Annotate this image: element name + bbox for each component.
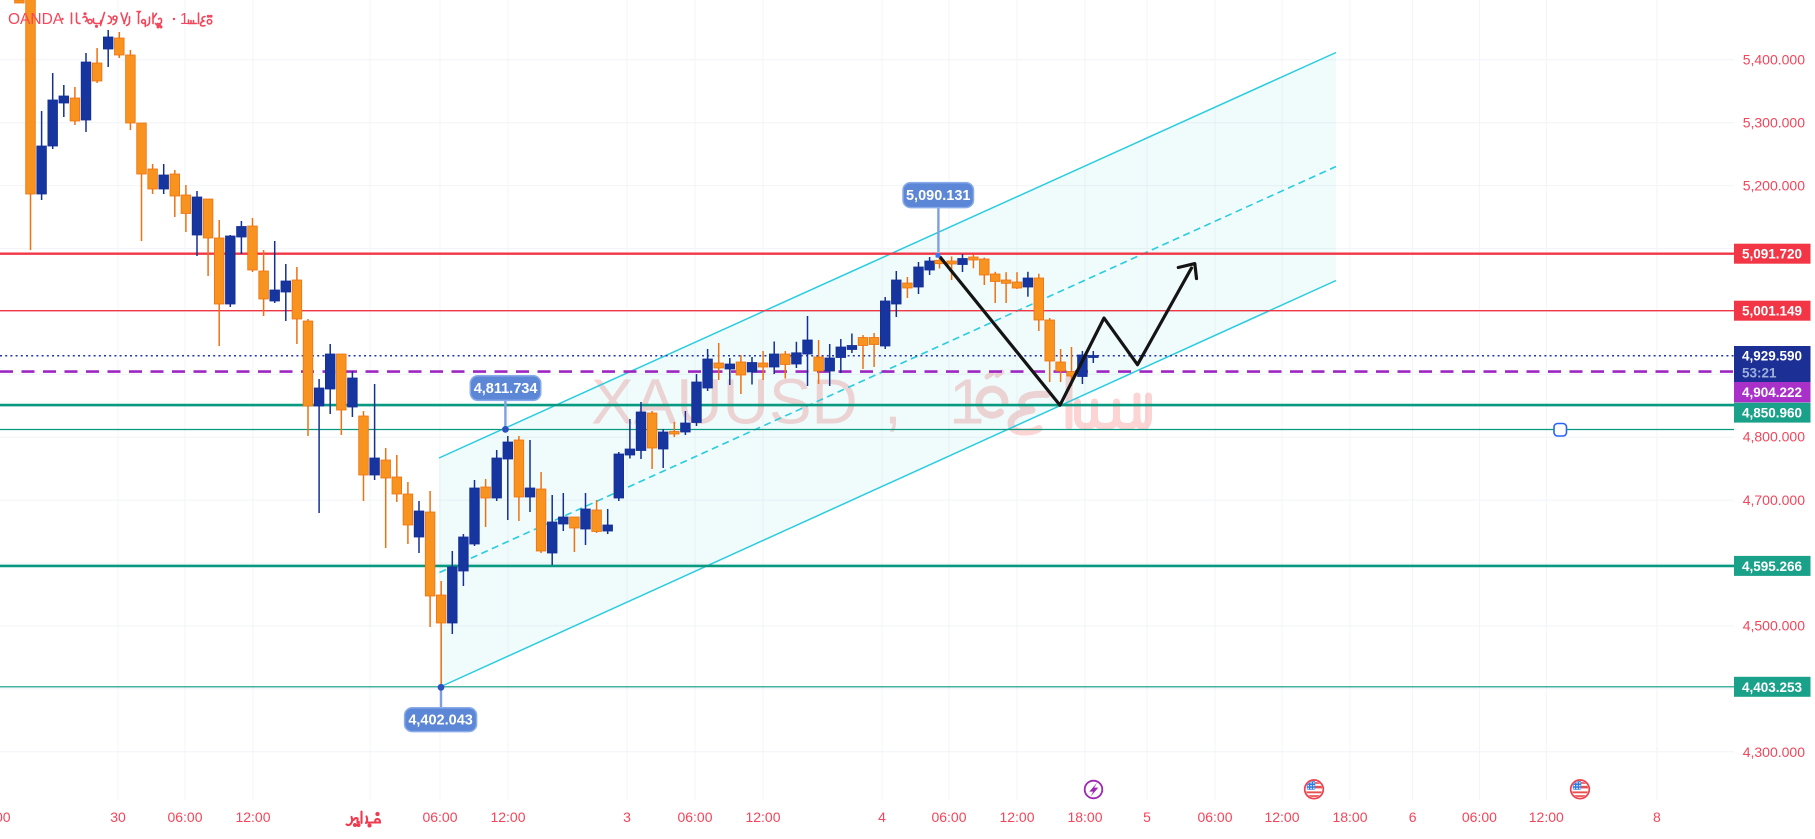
svg-text:5,200.000: 5,200.000 (1743, 177, 1805, 193)
svg-text:5,091.720: 5,091.720 (1742, 247, 1802, 262)
svg-text:30: 30 (110, 809, 126, 825)
svg-text:,: , (884, 366, 902, 438)
svg-text:1: 1 (949, 366, 985, 438)
svg-text:12:00: 12:00 (235, 809, 270, 825)
svg-text:OANDA: OANDA (8, 11, 64, 28)
svg-text:4: 4 (878, 809, 886, 825)
svg-text:53:21: 53:21 (1742, 366, 1777, 381)
svg-text:18:00: 18:00 (1332, 809, 1367, 825)
svg-text:4,500.000: 4,500.000 (1743, 618, 1805, 634)
svg-text:XAUUSD: XAUUSD (591, 366, 858, 438)
svg-text:5,400.000: 5,400.000 (1743, 52, 1805, 68)
svg-text:1: 1 (180, 11, 189, 28)
svg-text:4,300.000: 4,300.000 (1743, 744, 1805, 760)
svg-text:12:00: 12:00 (999, 809, 1034, 825)
svg-text:3: 3 (623, 809, 631, 825)
svg-text:06:00: 06:00 (1462, 809, 1497, 825)
svg-text:06:00: 06:00 (1197, 809, 1232, 825)
svg-text:4,929.590: 4,929.590 (1742, 349, 1802, 364)
svg-text:18:00: 18:00 (0, 809, 11, 825)
svg-text:06:00: 06:00 (422, 809, 457, 825)
svg-text:12:00: 12:00 (745, 809, 780, 825)
svg-text:06:00: 06:00 (931, 809, 966, 825)
svg-text:06:00: 06:00 (677, 809, 712, 825)
svg-text:4,700.000: 4,700.000 (1743, 492, 1805, 508)
svg-text:4,811.734: 4,811.734 (474, 381, 538, 397)
svg-text:4,904.222: 4,904.222 (1742, 385, 1802, 400)
svg-text:12:00: 12:00 (490, 809, 525, 825)
svg-text:6: 6 (1409, 809, 1417, 825)
svg-text:5: 5 (1143, 809, 1151, 825)
svg-text:5,090.131: 5,090.131 (906, 188, 971, 204)
svg-text:5,300.000: 5,300.000 (1743, 115, 1805, 131)
svg-text:8: 8 (1653, 809, 1661, 825)
svg-text:4,403.253: 4,403.253 (1742, 680, 1803, 695)
svg-text:4,595.266: 4,595.266 (1742, 559, 1803, 574)
svg-text:18:00: 18:00 (1067, 809, 1102, 825)
svg-text:06:00: 06:00 (167, 809, 202, 825)
svg-text:4,850.960: 4,850.960 (1742, 406, 1802, 421)
svg-text:4,402.043: 4,402.043 (408, 713, 473, 729)
svg-text:5,001.149: 5,001.149 (1742, 304, 1802, 319)
svg-text:12:00: 12:00 (1529, 809, 1564, 825)
svg-text:12:00: 12:00 (1264, 809, 1299, 825)
svg-text:4,800.000: 4,800.000 (1743, 428, 1805, 444)
